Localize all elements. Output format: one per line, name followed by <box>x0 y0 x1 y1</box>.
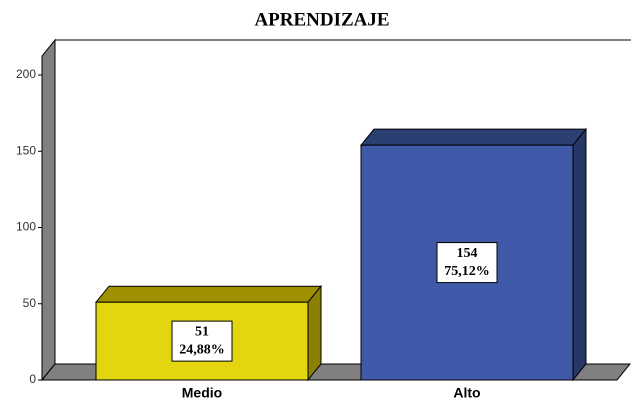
y-tick-label: 200 <box>16 67 36 81</box>
percent-label: 24,88% <box>179 342 225 357</box>
x-tick-label: Alto <box>453 385 480 401</box>
bar-side <box>572 127 587 382</box>
value-label: 154 <box>457 246 478 261</box>
bar-side <box>307 284 322 382</box>
bar-top <box>359 128 588 146</box>
chart-title: APRENDIZAJE <box>254 9 389 30</box>
y-tick-label: 150 <box>16 143 36 157</box>
left-wall <box>41 38 56 382</box>
label-box <box>171 320 233 362</box>
label-box <box>436 242 498 284</box>
x-tick-label: Medio <box>182 385 222 401</box>
y-tick-label: 50 <box>23 296 37 310</box>
y-tick-label: 100 <box>16 220 36 234</box>
y-tick-label: 0 <box>29 372 36 386</box>
bar-top <box>94 285 323 303</box>
percent-label: 75,12% <box>444 264 490 279</box>
value-label: 51 <box>195 324 209 339</box>
